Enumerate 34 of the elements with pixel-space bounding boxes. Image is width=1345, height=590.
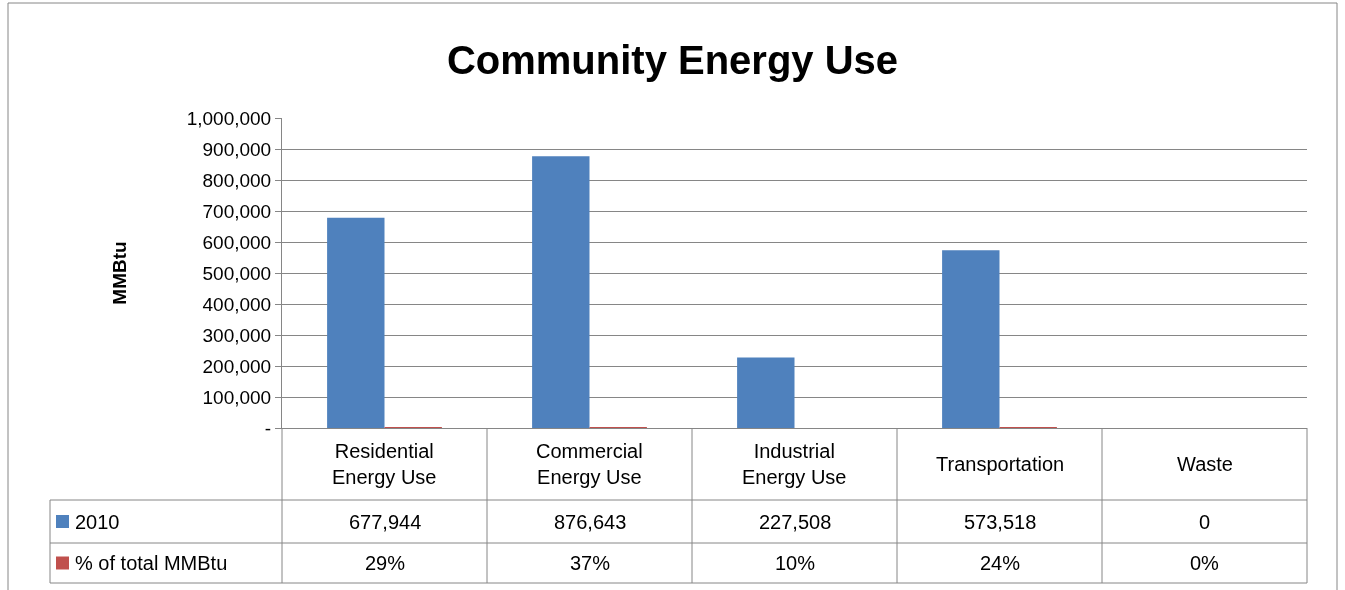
- y-tick-label: 900,000: [202, 138, 272, 160]
- data-label: 10%: [775, 552, 816, 574]
- y-tick-label: 800,000: [202, 169, 272, 191]
- legend-label: 2010: [75, 511, 120, 533]
- y-tick-label: 200,000: [202, 355, 272, 377]
- data-label: 0%: [1190, 552, 1220, 574]
- y-tick-label: 400,000: [202, 293, 272, 315]
- x-tick-label: Waste: [1177, 453, 1233, 475]
- bar: [737, 357, 795, 428]
- bar: [532, 156, 590, 428]
- legend-label: % of total MMBtu: [75, 552, 228, 574]
- data-label: 227,508: [759, 511, 832, 533]
- data-label: 0: [1199, 511, 1211, 533]
- bar: [327, 217, 385, 428]
- bar: [942, 250, 1000, 428]
- x-tick-label: Residential Energy Use: [332, 440, 437, 488]
- y-tick-label: 1,000,000: [186, 107, 272, 129]
- data-label: 573,518: [964, 511, 1037, 533]
- chart-title: Community Energy Use: [446, 38, 899, 82]
- x-tick-label: Industrial Energy Use: [742, 440, 847, 488]
- y-tick-label: 100,000: [202, 386, 272, 408]
- data-label: 37%: [570, 552, 611, 574]
- data-label: 677,944: [349, 511, 422, 533]
- y-tick-label: 500,000: [202, 262, 272, 284]
- data-label: 876,643: [554, 511, 627, 533]
- y-tick-label: 700,000: [202, 200, 272, 222]
- data-label: 29%: [365, 552, 406, 574]
- y-tick-label: -: [264, 417, 272, 439]
- y-tick-label: 300,000: [202, 324, 272, 346]
- data-label: 24%: [980, 552, 1021, 574]
- y-tick-label: 600,000: [202, 231, 272, 253]
- x-tick-label: Transportation: [936, 453, 1065, 475]
- y-axis-title: MMBtu: [108, 241, 130, 305]
- x-tick-label: Commercial Energy Use: [536, 440, 643, 488]
